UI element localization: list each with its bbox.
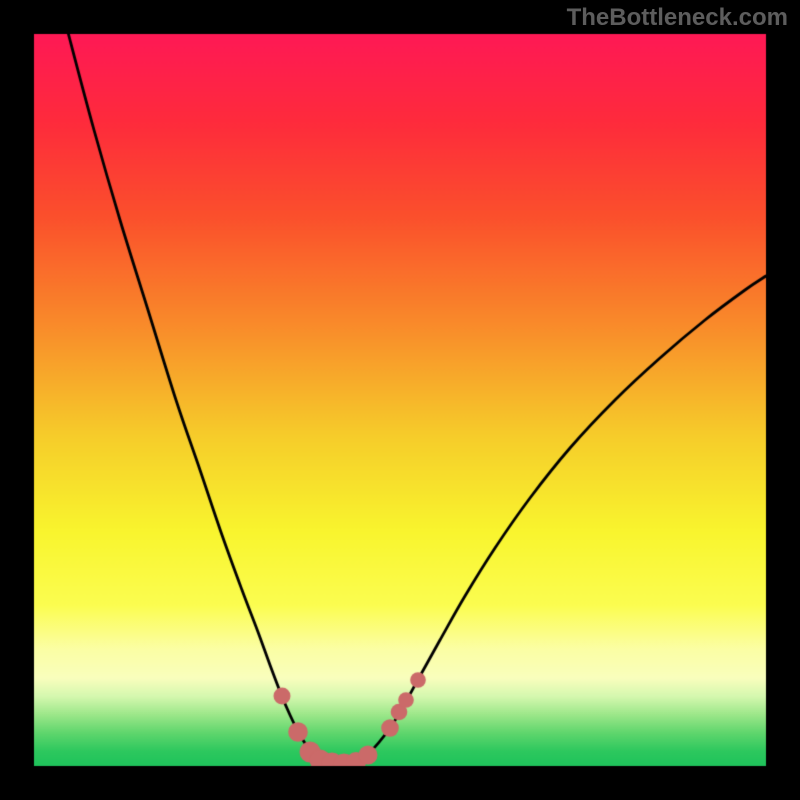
chart-root: TheBottleneck.com bbox=[0, 0, 800, 800]
bottleneck-chart-canvas bbox=[0, 0, 800, 800]
watermark-text: TheBottleneck.com bbox=[567, 4, 788, 32]
